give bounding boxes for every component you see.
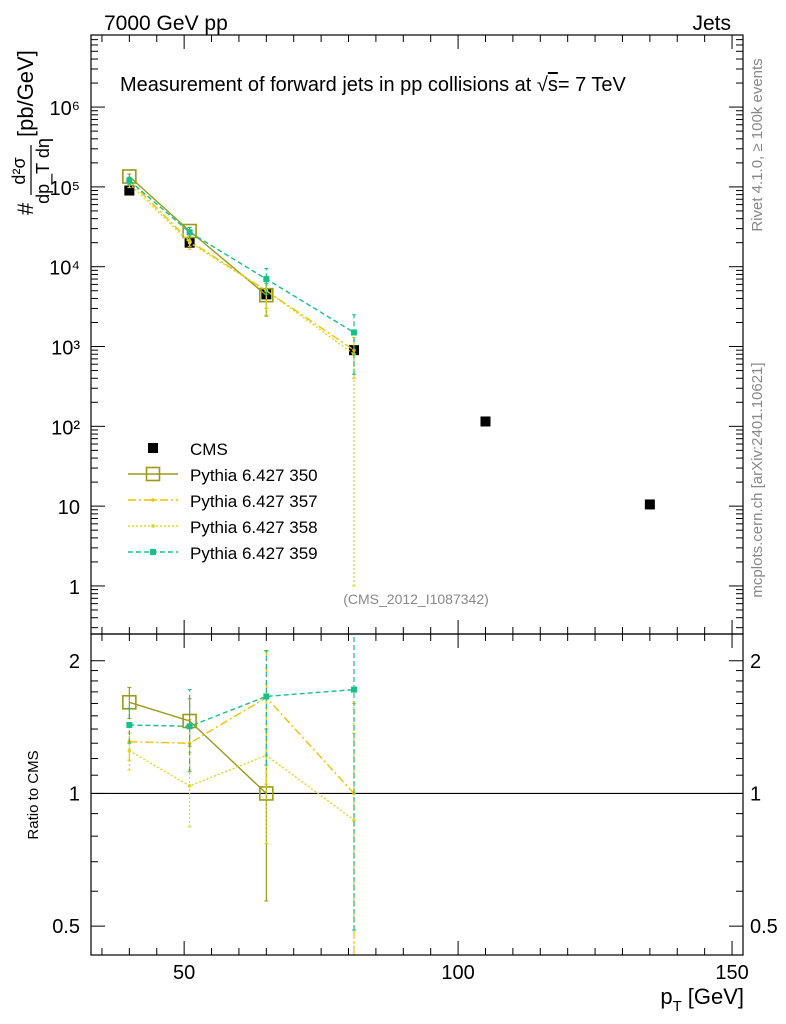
mc-point bbox=[352, 818, 356, 822]
legend-cms-marker bbox=[148, 443, 158, 453]
cms-data-point bbox=[480, 416, 491, 427]
main-frame bbox=[90, 34, 744, 635]
main-plot-area bbox=[122, 169, 655, 587]
main-y-tick-label: 1 bbox=[69, 577, 80, 599]
main-y-tick-label: 10⁵ bbox=[49, 178, 80, 200]
mc-359-point bbox=[126, 177, 133, 184]
mc-359-point bbox=[263, 276, 270, 283]
analysis-label: (CMS_2012_I1087342) bbox=[343, 591, 489, 607]
mc-359-point bbox=[350, 686, 357, 693]
ratio-xlabel-unit: [GeV] bbox=[688, 984, 744, 1009]
main-ylabel-unit: [pb/GeV] bbox=[13, 50, 38, 137]
ratio-series-line bbox=[129, 696, 355, 794]
ratio-series-line bbox=[129, 701, 267, 794]
legend-label: Pythia 6.427 358 bbox=[190, 518, 318, 537]
mcplots-label: mcplots.cern.ch [arXiv:2401.10621] bbox=[749, 362, 766, 597]
mc-359-point bbox=[186, 229, 193, 236]
ratio-y-tick-label: 1 bbox=[69, 783, 80, 805]
legend: CMS Pythia 6.427 350 Pythia 6.427 357 Pythi… bbox=[128, 440, 318, 563]
legend-label: Pythia 6.427 357 bbox=[190, 492, 318, 511]
main-series-4 bbox=[126, 176, 357, 375]
x-tick-label: 50 bbox=[173, 962, 195, 984]
ratio-series-line bbox=[128, 750, 355, 821]
main-y-tick-label: 10⁴ bbox=[49, 258, 80, 280]
main-ylabel-denominator: dp_T dη bbox=[33, 138, 54, 204]
mc-point bbox=[187, 240, 192, 245]
ratio-xlabel-p: p bbox=[660, 984, 672, 1009]
legend-label: Pythia 6.427 359 bbox=[190, 544, 318, 563]
cms-data-point bbox=[644, 499, 655, 510]
chart-title-post: = 7 TeV bbox=[558, 74, 627, 96]
main-series-line bbox=[128, 175, 267, 296]
chart-title-s: s bbox=[548, 74, 558, 96]
cms-data-point bbox=[124, 185, 135, 196]
ratio-series-line bbox=[129, 688, 355, 728]
ratio-y-tick-label-right: 1 bbox=[750, 783, 761, 805]
main-series-1 bbox=[122, 169, 274, 317]
mc-point bbox=[151, 524, 155, 528]
chart-title-pre: Measurement of forward jets in pp collis… bbox=[120, 74, 537, 96]
legend-label: CMS bbox=[190, 440, 228, 459]
main-series-0 bbox=[124, 185, 655, 510]
x-tick-label: 150 bbox=[715, 962, 748, 984]
main-y-tick-label: 10⁶ bbox=[50, 98, 80, 120]
main-axis-ticks: 1 10 10² 10³ 10⁴ 10⁵ 10⁶ bbox=[49, 34, 743, 634]
mc-359-point bbox=[186, 723, 193, 730]
ratio-y-tick-label: 0.5 bbox=[52, 916, 80, 938]
rivet-label: Rivet 4.1.0, ≥ 100k events bbox=[749, 58, 766, 231]
main-ylabel: # d²σ dp_T dη [pb/GeV] bbox=[9, 50, 54, 215]
ratio-axis-ticks: 50 100 150 0.5 0.5 1 1 2 2 bbox=[52, 634, 778, 984]
ratio-xlabel-sub: T bbox=[673, 998, 682, 1015]
main-y-tick-label: 10² bbox=[51, 417, 80, 439]
ratio-xlabel: pT [GeV] bbox=[660, 984, 744, 1015]
ratio-series-1 bbox=[127, 650, 356, 956]
main-series-line bbox=[128, 183, 355, 355]
mc-350-point bbox=[145, 466, 161, 482]
mc-359-point bbox=[350, 329, 357, 336]
main-ylabel-numerator: d²σ bbox=[9, 157, 29, 184]
mc-359-point bbox=[263, 693, 270, 700]
mc-point bbox=[187, 784, 192, 788]
mc-point bbox=[127, 748, 132, 753]
mc-point bbox=[151, 498, 155, 502]
ratio-plot-area bbox=[91, 633, 743, 956]
ratio-frame bbox=[90, 633, 744, 956]
ratio-y-tick-label-right: 2 bbox=[750, 651, 761, 673]
ratio-y-tick-label: 2 bbox=[69, 651, 80, 673]
legend-label: Pythia 6.427 350 bbox=[190, 466, 318, 485]
ratio-series-2 bbox=[127, 694, 356, 956]
main-series-line bbox=[128, 180, 355, 334]
ratio-series-0 bbox=[122, 686, 274, 902]
x-tick-label: 100 bbox=[441, 962, 474, 984]
main-y-tick-label: 10 bbox=[58, 497, 80, 519]
mc-359-point bbox=[126, 721, 133, 728]
main-ylabel-hash: # bbox=[13, 202, 38, 215]
main-y-tick-label: 10³ bbox=[51, 338, 80, 360]
header-energy-label: 7000 GeV pp bbox=[104, 12, 228, 35]
mc-359-point bbox=[150, 549, 156, 555]
header-category-label: Jets bbox=[692, 12, 731, 35]
ratio-y-tick-label-right: 0.5 bbox=[750, 916, 778, 938]
main-series-line bbox=[128, 180, 355, 351]
ratio-ylabel: Ratio to CMS bbox=[25, 750, 42, 839]
chart-title-sqrt: √ bbox=[537, 74, 548, 96]
ratio-series-3 bbox=[126, 633, 357, 931]
chart-title: Measurement of forward jets in pp collis… bbox=[120, 74, 627, 96]
